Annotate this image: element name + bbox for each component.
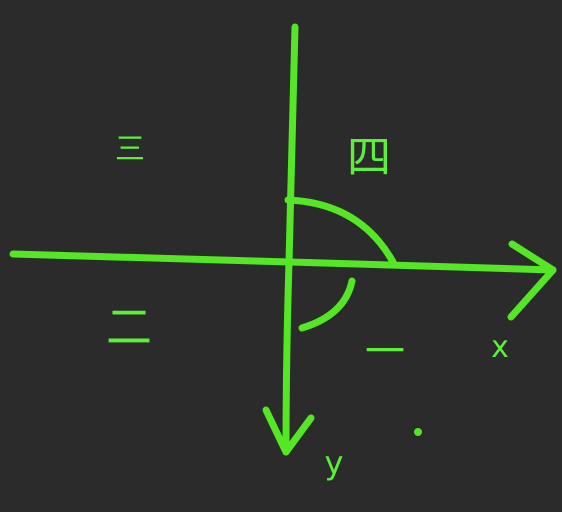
x-axis-arrowhead (507, 240, 557, 321)
quadrant-label-top-right: 四 (347, 132, 391, 183)
quadrant-label-bottom-right: 一 (365, 329, 405, 375)
y-axis-arrowhead (262, 406, 315, 456)
x-axis-label: x (491, 330, 509, 365)
y-axis-label: y (325, 444, 344, 482)
dot-marker (414, 428, 422, 436)
quadrant-label-bottom-left: 二 (106, 300, 152, 354)
x-axis-line (9, 250, 557, 274)
quadrant-label-top-left: 三 (115, 132, 145, 167)
upper-angle-arc (284, 196, 397, 266)
y-axis-line (282, 23, 299, 456)
lower-angle-arc (298, 277, 356, 332)
